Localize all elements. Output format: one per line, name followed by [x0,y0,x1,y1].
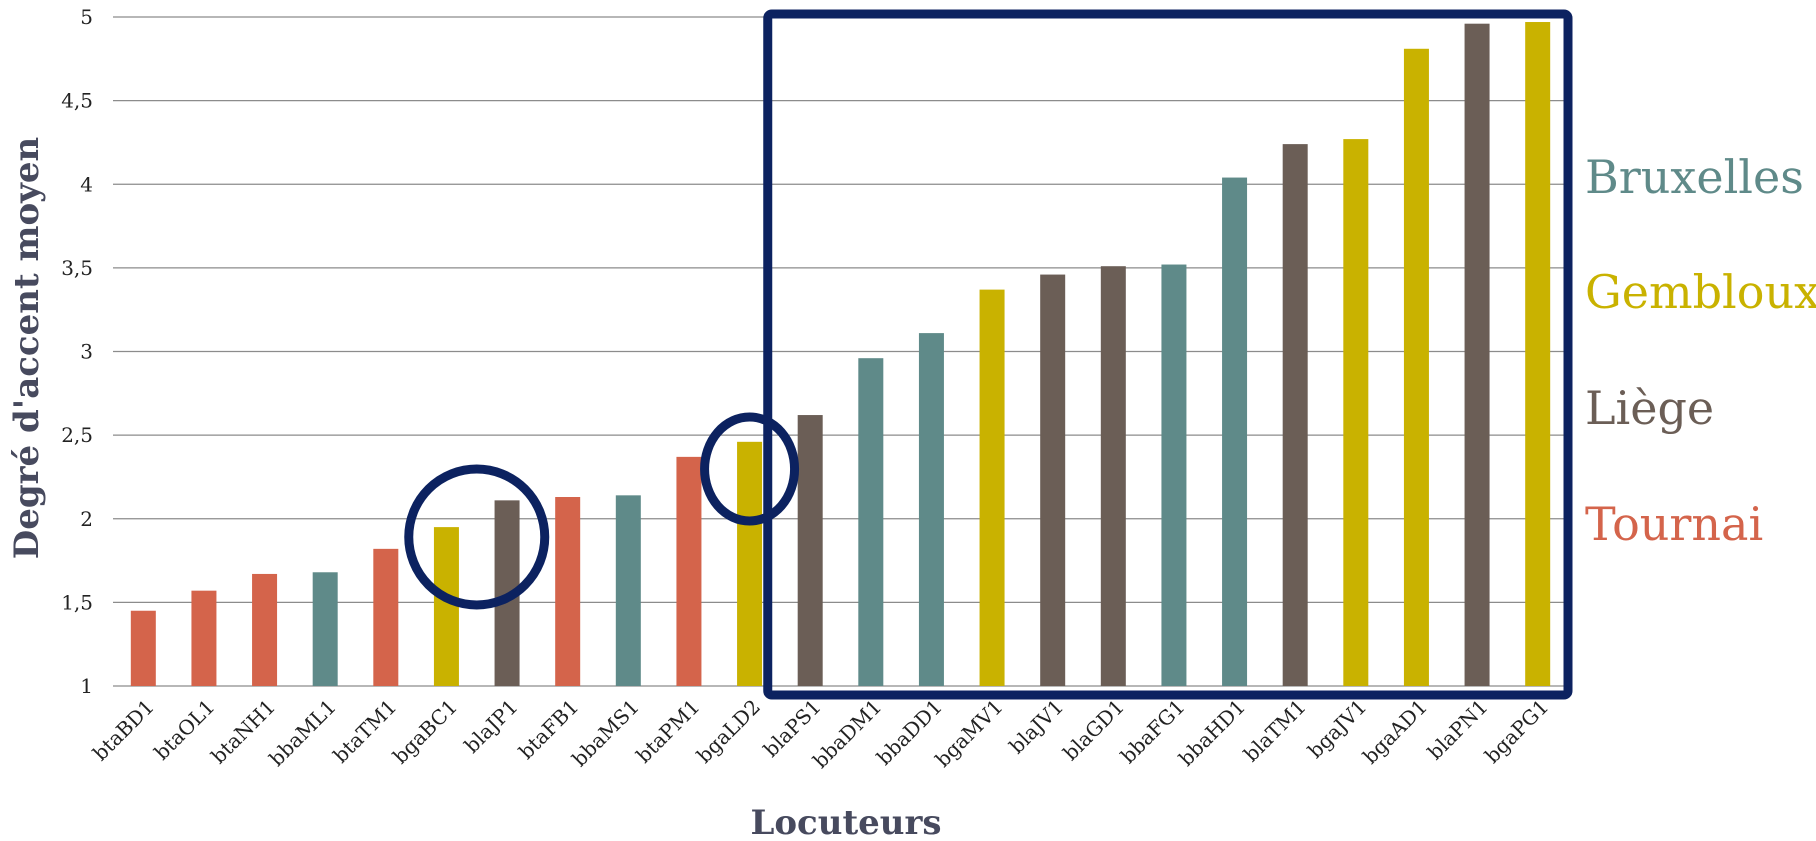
x-tick-label: bgaLD2 [692,695,765,768]
bar-blaPN1 [1464,23,1490,686]
legend-item-liège: Liège [1585,381,1714,435]
legend-item-gembloux: Gembloux [1585,265,1816,319]
y-tick-label: 3 [80,340,93,364]
x-tick-label: blaJP1 [459,695,522,758]
x-tick-label: bgaMV1 [930,695,1007,772]
x-tick-labels: btaBD1btaOL1btaNH1bbaML1btaTM1bgaBC1blaJ… [88,695,1553,773]
bar-bgaAD1 [1403,48,1429,686]
legend-item-bruxelles: Bruxelles [1585,150,1804,204]
y-tick-label: 4,5 [61,89,93,113]
bar-bbaDM1 [858,358,884,686]
x-tick-label: bbaMS1 [567,695,644,772]
annotations [404,9,1573,700]
bar-bbaHD1 [1222,177,1248,686]
y-tick-labels: 1 1,5 2 2,5 3 3,5 4 4,5 5 [61,5,93,698]
bar-bbaML1 [312,572,338,686]
x-tick-label: btaPM1 [631,695,704,768]
highlight-box [763,9,1573,700]
y-tick-label: 2,5 [61,423,93,447]
x-tick-label: bbaHD1 [1174,695,1250,771]
bar-bbaDD1 [918,333,944,686]
bar-bbaFG1 [1161,264,1187,686]
x-tick-label: btaTM1 [328,695,401,768]
bar-btaNH1 [252,573,278,686]
bar-blaTM1 [1282,144,1308,687]
bar-bbaMS1 [615,495,641,686]
bar-bgaJV1 [1343,139,1369,686]
bar-bgaMV1 [979,289,1005,686]
y-axis-title: Degré d'accent moyen [7,137,47,560]
x-tick-label: bgaAD1 [1358,695,1432,769]
bar-btaOL1 [191,590,217,686]
y-tick-label: 1,5 [61,590,93,614]
bars [130,22,1551,687]
bar-blaPS1 [797,415,823,686]
y-tick-label: 5 [80,5,93,29]
legend: Bruxelles Gembloux Liège Tournai [1585,150,1816,551]
y-tick-label: 3,5 [61,256,93,280]
x-tick-label: blaTM1 [1239,695,1311,767]
x-axis-title: Locuteurs [750,803,941,841]
x-tick-label: bgaPG1 [1480,695,1553,768]
x-tick-label: btaBD1 [88,695,159,766]
bar-btaPM1 [676,456,702,686]
bar-bgaLD2 [737,441,763,686]
bar-blaGD1 [1100,266,1126,686]
bar-bgaPG1 [1525,22,1551,686]
y-tick-label: 4 [80,172,93,196]
y-tick-label: 1 [80,674,93,698]
x-tick-label: bgaBC1 [388,695,462,769]
bar-btaBD1 [130,610,156,686]
legend-item-tournai: Tournai [1585,497,1763,551]
bar-bgaBC1 [433,527,459,686]
x-tick-label: bbaML1 [264,695,340,771]
bar-btaFB1 [555,497,581,686]
highlight-circle [700,412,800,526]
highlight-circle [404,464,550,610]
y-tick-label: 2 [80,507,93,531]
bar-blaJV1 [1040,274,1066,686]
bar-btaTM1 [373,548,399,686]
